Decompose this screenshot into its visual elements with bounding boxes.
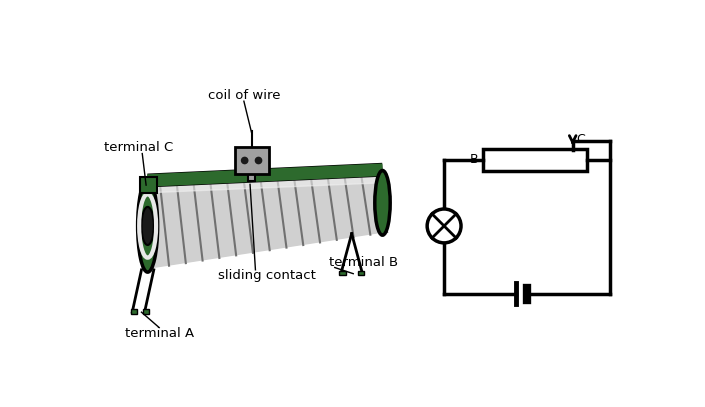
- Text: terminal B: terminal B: [329, 256, 398, 269]
- Bar: [339, 271, 345, 275]
- Bar: [483, 149, 587, 171]
- Bar: [235, 147, 269, 174]
- Ellipse shape: [137, 180, 158, 272]
- Bar: [358, 271, 364, 275]
- Text: coil of wire: coil of wire: [208, 89, 280, 101]
- Polygon shape: [147, 173, 383, 193]
- Polygon shape: [147, 173, 383, 268]
- Bar: [130, 309, 137, 314]
- Bar: [247, 174, 255, 181]
- Circle shape: [255, 157, 262, 164]
- Bar: [143, 309, 149, 314]
- Bar: [140, 177, 157, 193]
- Ellipse shape: [375, 171, 390, 235]
- Text: C: C: [576, 133, 584, 146]
- Ellipse shape: [142, 207, 154, 245]
- Circle shape: [427, 209, 461, 243]
- Text: sliding contact: sliding contact: [218, 269, 316, 282]
- Text: terminal C: terminal C: [104, 141, 173, 154]
- Text: terminal A: terminal A: [125, 327, 194, 340]
- Circle shape: [241, 157, 248, 164]
- Text: B: B: [470, 153, 479, 166]
